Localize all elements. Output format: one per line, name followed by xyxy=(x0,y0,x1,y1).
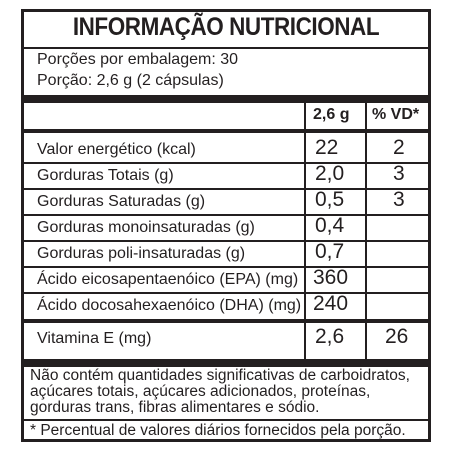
table-row-vd: 3 xyxy=(393,188,405,211)
table-row-amount: 0,7 xyxy=(315,240,345,263)
table-row-label: Gorduras Totais (g) xyxy=(37,167,174,184)
table-row-label: Gorduras monoinsaturadas (g) xyxy=(37,219,255,236)
table-row-amount: 0,4 xyxy=(315,214,345,237)
row-divider xyxy=(24,214,428,216)
table-row-label: Ácido docosahexaenóico (DHA) (mg) xyxy=(37,297,302,314)
table-row-amount: 2,6 xyxy=(315,325,345,348)
title-divider xyxy=(24,47,428,49)
table-row-vd: 26 xyxy=(385,325,409,348)
table-row-label: Gorduras poli-insaturadas (g) xyxy=(37,245,246,262)
footnote-not-significant: Não contém quantidades significativas de… xyxy=(30,367,410,416)
table-row-amount: 2,0 xyxy=(315,162,345,185)
amount-column-divider xyxy=(304,103,306,359)
header-divider xyxy=(24,129,428,133)
panel-title: INFORMAÇÃO NUTRICIONAL xyxy=(72,13,380,41)
row-divider xyxy=(24,266,428,268)
serving-size: Porção: 2,6 g (2 cápsulas) xyxy=(37,72,224,89)
table-row-amount: 22 xyxy=(315,136,339,159)
table-row-label: Vitamina E (mg) xyxy=(37,330,152,347)
row-divider xyxy=(24,162,428,164)
table-row-amount: 360 xyxy=(313,266,349,289)
table-row-label: Ácido eicosapentaenóico (EPA) (mg) xyxy=(37,271,299,288)
nutrition-facts-panel: INFORMAÇÃO NUTRICIONAL Porções por embal… xyxy=(21,9,431,442)
footnote-divider xyxy=(24,419,428,421)
vd-column-divider xyxy=(365,103,367,359)
table-row-amount: 0,5 xyxy=(315,188,345,211)
row-divider xyxy=(24,292,428,294)
row-divider xyxy=(24,240,428,242)
table-row-vd: 3 xyxy=(393,162,405,185)
serving-divider xyxy=(24,95,428,103)
table-row-vd: 2 xyxy=(393,136,405,159)
table-row-label: Gorduras Saturadas (g) xyxy=(37,193,206,210)
row-divider xyxy=(24,188,428,190)
amount-header: 2,6 g xyxy=(313,106,350,123)
table-row-label: Valor energético (kcal) xyxy=(37,141,196,158)
table-row-amount: 240 xyxy=(313,292,349,315)
servings-per-package: Porções por embalagem: 30 xyxy=(37,51,238,68)
footnote-percent: * Percentual de valores diários fornecid… xyxy=(30,422,406,439)
vd-header: % VD* xyxy=(372,106,420,123)
table-bottom-divider xyxy=(24,359,428,367)
section-divider xyxy=(24,319,428,323)
